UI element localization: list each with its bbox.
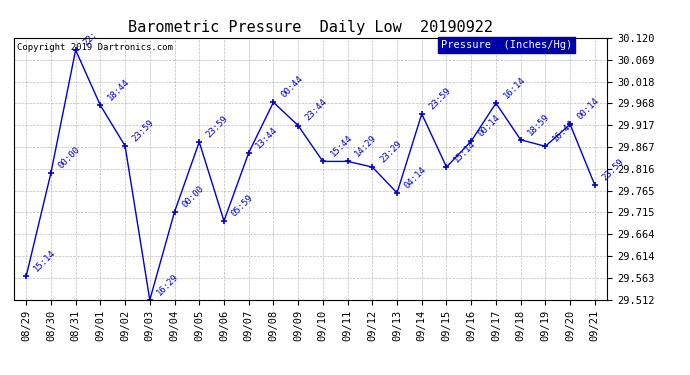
Text: 23:59: 23:59 <box>205 114 230 139</box>
Text: 15:14: 15:14 <box>32 248 57 273</box>
Text: 23:59: 23:59 <box>130 118 156 143</box>
Text: 23:29: 23:29 <box>378 139 403 164</box>
Text: 23:59: 23:59 <box>427 86 453 111</box>
Text: 04:14: 04:14 <box>402 165 428 190</box>
Text: 22:: 22: <box>81 30 99 47</box>
Text: Copyright 2019 Dartronics.com: Copyright 2019 Dartronics.com <box>17 43 172 52</box>
Text: 05:59: 05:59 <box>230 193 255 218</box>
Text: 16:44: 16:44 <box>551 118 576 144</box>
Title: Barometric Pressure  Daily Low  20190922: Barometric Pressure Daily Low 20190922 <box>128 20 493 35</box>
Text: 00:00: 00:00 <box>180 184 206 209</box>
Text: 00:44: 00:44 <box>279 74 304 99</box>
Text: 13:44: 13:44 <box>254 124 279 150</box>
Text: 15:44: 15:44 <box>328 133 354 159</box>
Text: 15:14: 15:14 <box>452 139 477 164</box>
Text: 00:00: 00:00 <box>57 145 82 170</box>
Text: Pressure  (Inches/Hg): Pressure (Inches/Hg) <box>441 40 572 50</box>
Text: 16:29: 16:29 <box>155 272 181 297</box>
Text: 23:44: 23:44 <box>304 98 329 123</box>
Text: 14:29: 14:29 <box>353 133 379 159</box>
Text: 00:14: 00:14 <box>575 96 601 122</box>
Text: 00:14: 00:14 <box>477 113 502 138</box>
Text: 23:59: 23:59 <box>600 157 626 182</box>
Text: 18:44: 18:44 <box>106 77 131 102</box>
Text: 18:59: 18:59 <box>526 112 551 137</box>
Text: 16:14: 16:14 <box>502 75 527 100</box>
